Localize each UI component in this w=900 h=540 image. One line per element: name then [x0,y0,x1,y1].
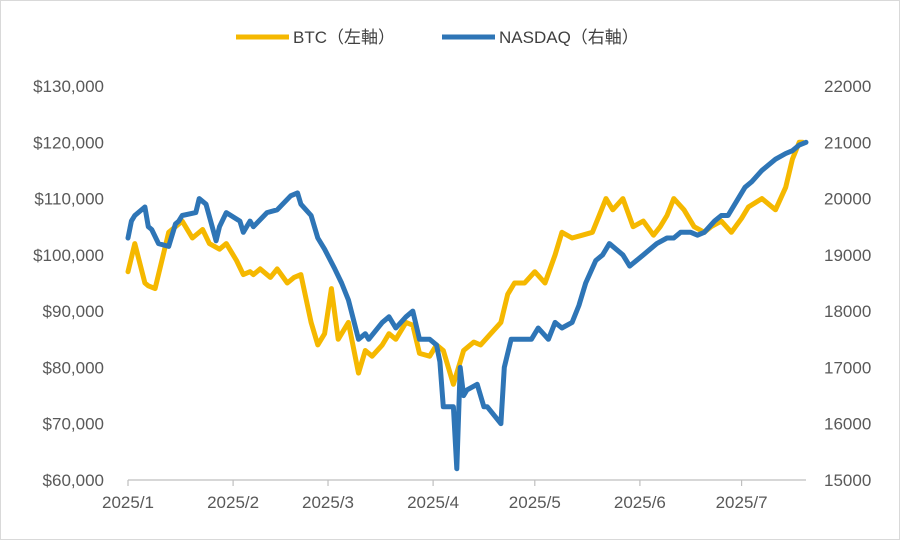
x-axis-tick-label: 2025/4 [407,493,459,512]
legend-nasdaq-label: NASDAQ（右軸） [499,28,639,47]
right-axis-tick-label: 19000 [824,246,871,265]
nasdaq-series-line [125,139,809,472]
left-axis-tick-label: $90,000 [43,302,104,321]
right-axis-tick-label: 16000 [824,415,871,434]
series-layer [125,139,809,472]
btc-series-line [125,139,806,387]
x-axis-tick-label: 2025/6 [614,493,666,512]
x-axis-tick-label: 2025/5 [509,493,561,512]
left-axis-ticks: $60,000 $70,000 $80,000 $90,000 $100,000 $110… [33,77,104,490]
right-axis-ticks: 15000 16000 17000 18000 19000 20000 21000 22000 [824,77,871,490]
left-axis-tick-label: $60,000 [43,471,104,490]
legend: BTC（左軸） NASDAQ（右軸） [236,28,639,47]
x-axis-tick-label: 2025/7 [716,493,768,512]
right-axis-tick-label: 17000 [824,358,871,377]
right-axis-tick-label: 18000 [824,302,871,321]
x-axis-ticks: 2025/1 2025/2 2025/3 2025/4 2025/5 2025/6 2025… [102,480,768,512]
legend-btc-label: BTC（左軸） [293,28,395,47]
left-axis-tick-label: $80,000 [43,358,104,377]
x-axis-tick-label: 2025/3 [302,493,354,512]
left-axis-tick-label: $100,000 [33,246,104,265]
right-axis-tick-label: 20000 [824,190,871,209]
x-axis-tick-label: 2025/1 [102,493,154,512]
left-axis-tick-label: $130,000 [33,77,104,96]
left-axis-tick-label: $110,000 [34,190,104,209]
left-axis-tick-label: $120,000 [33,133,104,152]
right-axis-tick-label: 21000 [824,133,871,152]
right-axis-tick-label: 15000 [824,471,871,490]
left-axis-tick-label: $70,000 [43,415,104,434]
x-axis-tick-label: 2025/2 [207,493,259,512]
right-axis-tick-label: 22000 [824,77,871,96]
